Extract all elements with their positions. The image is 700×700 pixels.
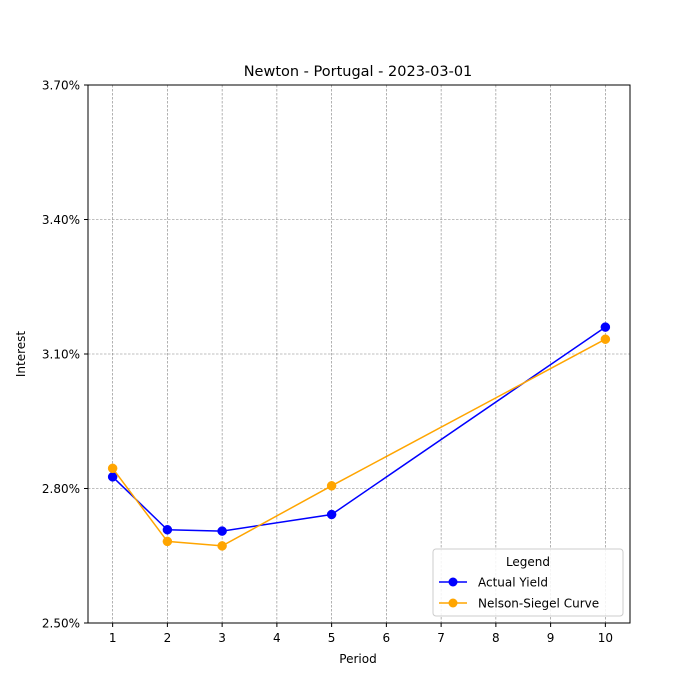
- series-point: [600, 334, 611, 344]
- axis-ticks: 1 2 3 4 5 6 7 8 9 10 2.50% 2.80% 3.10% 3.40% 3.70%: [42, 79, 613, 646]
- legend-title: Legend: [506, 555, 550, 569]
- x-tick-label: 6: [383, 631, 391, 645]
- x-tick-label: 10: [598, 631, 613, 645]
- legend-label: Actual Yield: [478, 576, 548, 590]
- series-point: [326, 481, 337, 491]
- series-point: [600, 322, 611, 332]
- chart-title: Newton - Portugal - 2023-03-01: [244, 64, 473, 80]
- x-tick-label: 4: [273, 631, 281, 645]
- x-tick-label: 7: [437, 631, 445, 645]
- x-tick-label: 8: [492, 631, 500, 645]
- series-point: [217, 526, 227, 536]
- series-point: [107, 463, 118, 474]
- y-tick-label: 3.40%: [42, 213, 80, 227]
- series-layer: [107, 322, 611, 551]
- y-tick-label: 3.10%: [42, 348, 80, 362]
- series-point: [162, 536, 173, 547]
- legend-label: Nelson-Siegel Curve: [478, 597, 599, 611]
- series-point: [162, 524, 173, 535]
- legend-marker-swatch: [448, 577, 458, 587]
- series-1: [107, 334, 611, 551]
- legend-item: Nelson-Siegel Curve: [439, 597, 599, 611]
- legend-marker-swatch: [448, 598, 458, 608]
- series-point: [217, 541, 227, 551]
- x-tick-label: 3: [218, 631, 226, 645]
- y-axis-label: Interest: [14, 331, 28, 378]
- y-tick-label: 2.80%: [42, 482, 80, 496]
- x-tick-label: 9: [547, 631, 555, 645]
- series-0: [107, 322, 611, 536]
- x-tick-label: 5: [328, 631, 336, 645]
- x-tick-label: 1: [109, 631, 117, 645]
- y-tick-label: 2.50%: [42, 617, 80, 631]
- y-tick-label: 3.70%: [42, 79, 80, 93]
- legend-box: [432, 548, 624, 617]
- x-tick-label: 2: [164, 631, 172, 645]
- series-point: [326, 509, 337, 520]
- x-axis-label: Period: [339, 652, 376, 666]
- legend: Legend Actual Yield Nelson-Siegel Curve: [432, 548, 624, 617]
- legend-item: Actual Yield: [439, 576, 548, 590]
